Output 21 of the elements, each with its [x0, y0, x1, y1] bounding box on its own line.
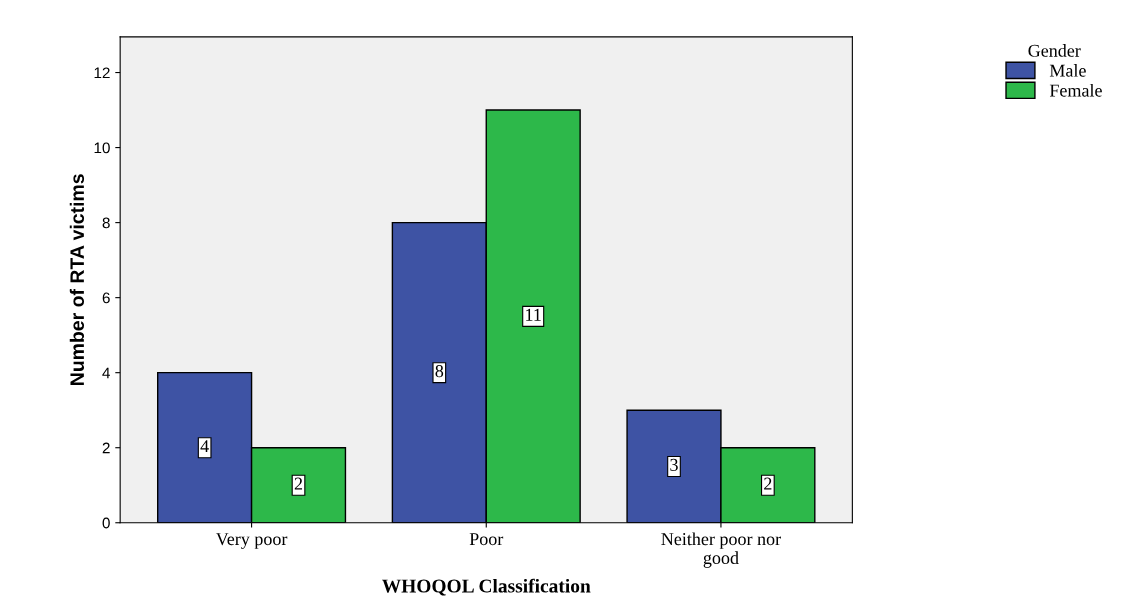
x-tick-label: Very poor — [215, 533, 288, 549]
data-label: 4 — [200, 440, 209, 453]
y-tick-label: 6 — [102, 292, 110, 304]
y-tick-label: 12 — [94, 67, 110, 79]
x-tick-label: Poor — [469, 533, 504, 546]
x-axis-title: WHOQOL Classification — [382, 578, 591, 596]
y-tick-label: 2 — [102, 442, 110, 454]
y-tick-label: 10 — [94, 142, 110, 154]
data-label: 8 — [435, 365, 444, 378]
y-tick-label: 4 — [102, 367, 110, 379]
legend-title: Gender — [1028, 44, 1081, 57]
x-tick-label: Neither poor nor good — [661, 532, 781, 568]
legend-label: Male — [1049, 64, 1086, 77]
data-label: 2 — [764, 477, 772, 490]
legend-label: Female — [1049, 83, 1102, 97]
data-label: 3 — [670, 458, 678, 471]
data-label: 11 — [526, 308, 541, 321]
y-tick-label: 0 — [102, 517, 110, 529]
y-axis-title: Number of RTA victims — [69, 174, 85, 385]
data-label: 2 — [294, 477, 303, 490]
y-tick-label: 8 — [102, 217, 110, 229]
